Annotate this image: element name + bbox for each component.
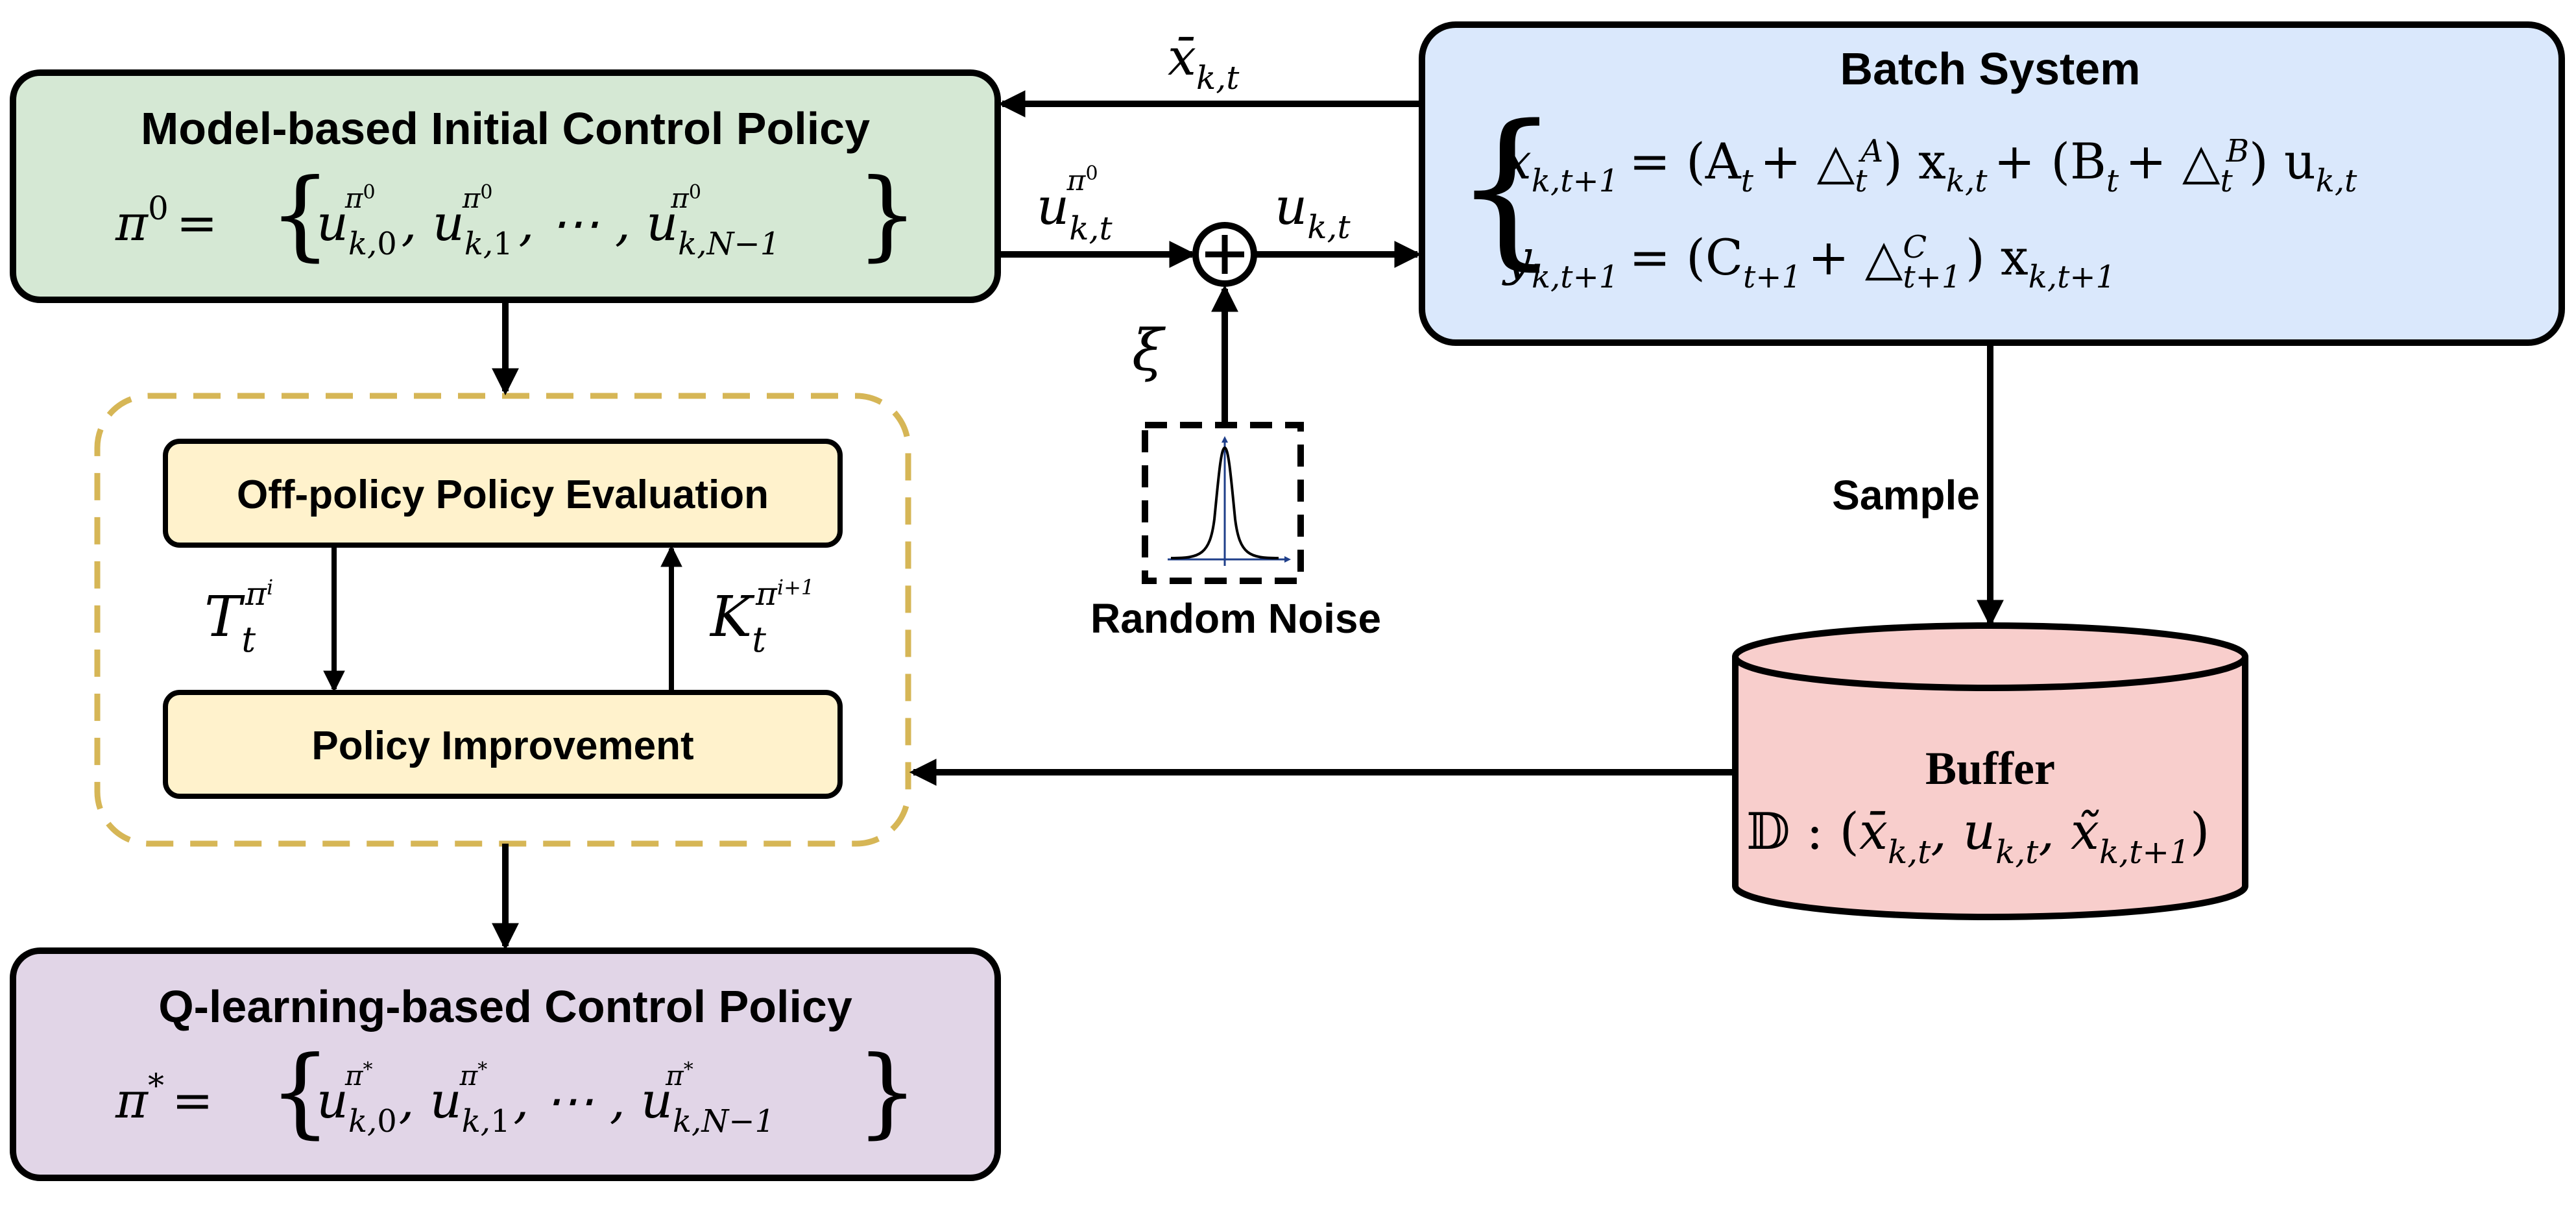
svg-text:}: } <box>856 1036 918 1149</box>
gaussian-pdf-icon <box>1168 436 1291 566</box>
t-operator-label: Ttπi <box>204 575 273 660</box>
state-feedback-label: x̄k,t <box>1168 29 1240 97</box>
state-equation: xk,t+1 = (At + △tA) xk,t + (Bt + △tB) uk,t <box>1504 132 2357 199</box>
initial-policy-title: Model-based Initial Control Policy <box>141 103 870 154</box>
policy-improvement-label: Policy Improvement <box>311 724 693 768</box>
svg-text:{: { <box>269 158 331 271</box>
noise-symbol: ξ <box>1132 317 1166 384</box>
q-policy-formula: π* = { uk,0π*, uk,1π*, ⋯ , uk,N−1π* } <box>115 1036 918 1149</box>
k-gain-label: Ktπi+1 <box>709 575 814 660</box>
buffer-body <box>1732 657 2248 920</box>
q-policy-box[interactable]: Q-learning-based Control Policy π* = { uk… <box>10 947 1001 1181</box>
output-equation: yk,t+1 = (Ct+1 + △t+1C) xk,t+1 <box>1502 228 2115 295</box>
policy-evaluation-label: Off-policy Policy Evaluation <box>237 472 769 517</box>
batch-system-title: Batch System <box>1840 43 2141 94</box>
buffer-title: Buffer <box>1925 742 2055 794</box>
control-input-label: uk,t <box>1275 178 1351 246</box>
q-policy-box-shape <box>10 947 1001 1181</box>
buffer-database[interactable]: Buffer 𝔻 : (x̄k,t, uk,t, x̃k,t+1) <box>1732 622 2248 920</box>
initial-policy-box[interactable]: Model-based Initial Control Policy π0 = {… <box>10 69 1001 303</box>
policy-improvement-box[interactable]: Policy Improvement <box>163 690 843 799</box>
random-noise-source: Random Noise <box>1090 422 1381 642</box>
policy-output-label: uk,tπ0 <box>1037 162 1113 247</box>
sample-label: Sample <box>1832 472 1980 519</box>
system-brace: { <box>1453 90 1560 286</box>
summing-junction <box>1192 222 1257 287</box>
q-policy-title: Q-learning-based Control Policy <box>158 981 852 1032</box>
noise-label: Random Noise <box>1090 595 1381 642</box>
buffer-top <box>1732 622 2248 691</box>
svg-text:}: } <box>856 158 918 271</box>
svg-text:{: { <box>269 1036 331 1149</box>
policy-evaluation-box[interactable]: Off-policy Policy Evaluation <box>163 439 843 548</box>
svg-text:π0=: π0 = <box>115 189 217 252</box>
batch-system-box[interactable]: Batch System { xk,t+1 = (At + △tA) xk,t + (… <box>1419 21 2565 346</box>
